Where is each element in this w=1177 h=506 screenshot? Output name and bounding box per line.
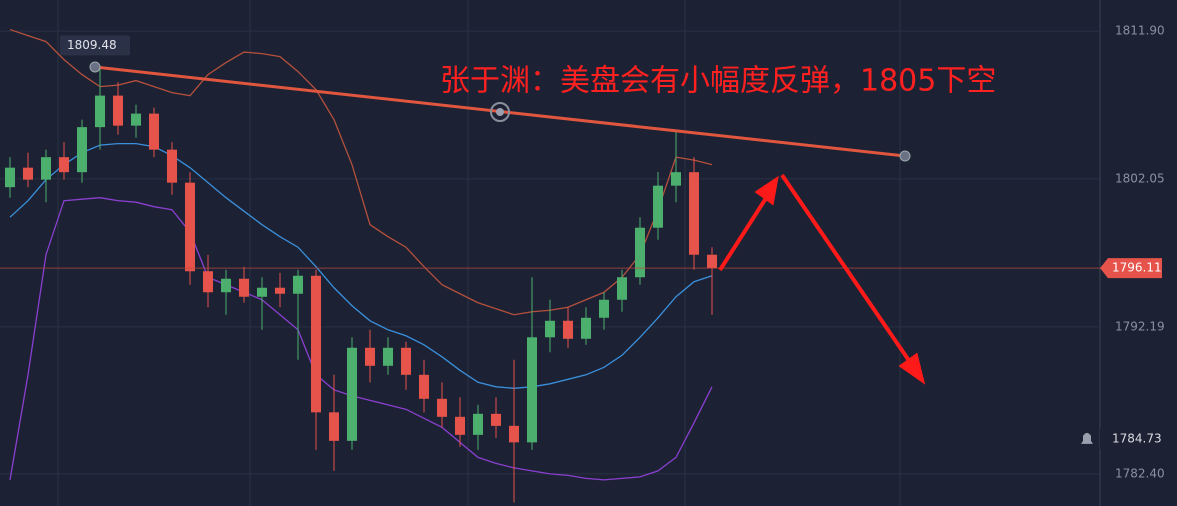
candle-body [203,271,213,293]
candle-body [599,299,609,318]
y-tick-label: 1802.05 [1115,171,1165,185]
peak-label: 1809.48 [67,38,117,52]
candle-body [617,277,627,300]
candle-body [707,254,717,269]
candle-body [689,172,699,255]
trend-handle [89,61,101,73]
candle-body [23,167,33,180]
candle-body [221,278,231,293]
candle-body [509,425,519,443]
candle-body [41,157,51,180]
indicator-line [9,142,713,389]
candle-body [293,275,303,294]
candle-body [473,413,483,435]
candle-body [365,347,375,366]
peak-tag [60,35,130,56]
arrow-up [718,193,770,272]
candle-body [329,412,339,441]
arrow-head [898,352,926,385]
candle-body [581,317,591,339]
indicator-line [9,28,713,316]
candle-body [275,287,285,294]
candle-body [131,113,141,126]
candle-body [527,337,537,443]
candle-body [59,157,69,173]
plot [0,28,1100,503]
alert-price-label: 1784.73 [1112,431,1162,445]
candle-body [167,149,177,183]
y-tick-label: 1811.90 [1115,24,1165,38]
candle-body [5,167,15,188]
y-tick-label: 1792.19 [1115,319,1165,333]
candle-body [545,320,555,338]
alert-bell [1081,432,1093,444]
candle-body [455,416,465,435]
trend-handle [496,108,504,116]
annotation: 张于渊：美盘会有小幅度反弹，1805下空 [440,64,996,99]
current-price-tag [1100,258,1162,279]
current-price-label: 1796.11 [1112,261,1162,275]
candle-body [311,275,321,413]
forecast-arrows [718,173,926,385]
candle-body [671,172,681,186]
indicator-line [9,197,713,481]
candle-body [419,374,429,399]
candle-body [95,95,105,128]
candle-body [437,398,447,417]
candle-body [653,185,663,228]
candle-body [185,182,195,272]
candle-body [383,347,393,366]
arrow-down [780,173,914,367]
candle-body [257,287,267,297]
arrow-head [754,175,779,206]
trend-handle [490,102,510,122]
candle-body [113,95,123,126]
alert-tag [1100,427,1177,450]
candle-body [401,347,411,375]
candle-body [563,320,573,339]
candle-body [77,127,87,173]
candle-body [347,347,357,441]
candle-body [239,278,249,297]
y-tick-label: 1782.40 [1115,466,1165,480]
candle-body [635,227,645,278]
candle-body [491,413,501,426]
candle-body [149,113,159,150]
trend-handle [899,150,911,162]
